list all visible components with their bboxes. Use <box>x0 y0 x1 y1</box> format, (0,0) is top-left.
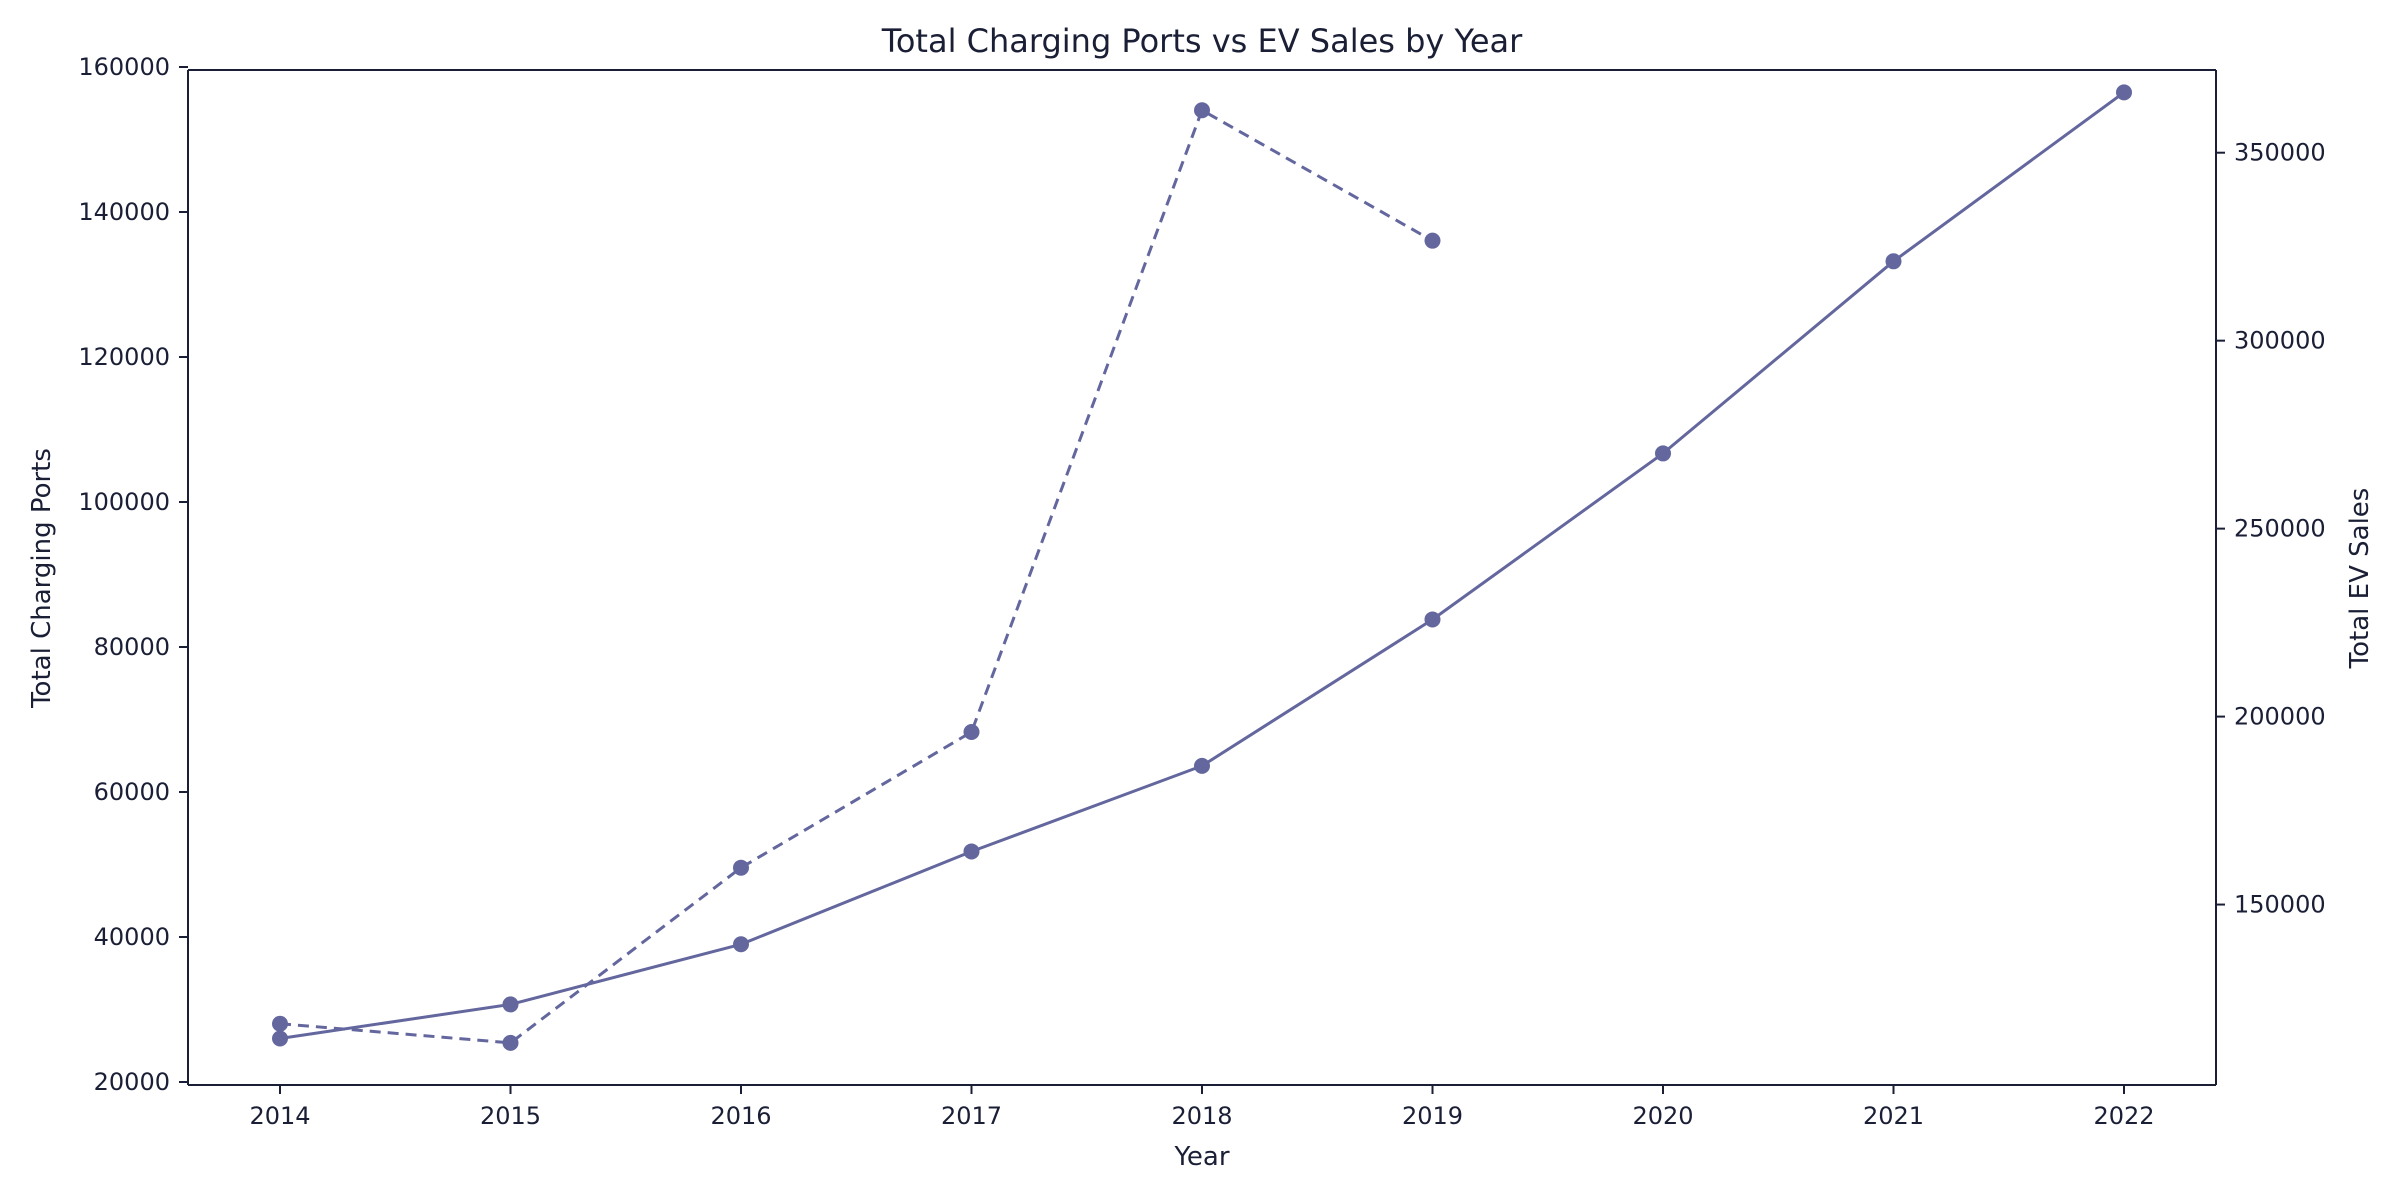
left-y-tick-label: 100000 <box>78 488 170 516</box>
charging-ports-point <box>963 843 980 860</box>
x-tick-label: 2015 <box>480 1102 541 1130</box>
right-y-tick-label: 200000 <box>2234 703 2326 731</box>
left-y-tick-label: 60000 <box>94 778 170 806</box>
x-tick-label: 2021 <box>1863 1102 1924 1130</box>
left-y-tick-label: 40000 <box>94 923 170 951</box>
x-tick-label: 2016 <box>710 1102 771 1130</box>
right-y-tick-label: 350000 <box>2234 139 2326 167</box>
left-y-axis-title: Total Charging Ports <box>27 448 57 709</box>
charging-ports-point <box>2116 84 2132 101</box>
ev-sales-point <box>1194 102 1210 119</box>
x-tick-label: 2022 <box>2093 1102 2154 1130</box>
ev-sales-point <box>272 1015 288 1032</box>
charging-ports-point <box>1885 253 1902 270</box>
ev-sales-point <box>963 724 980 741</box>
charging-ports-point <box>733 936 749 953</box>
plot-area: 2014 2015 2016 2017 2018 2019 2020 2021 2022 2000… <box>78 53 2325 1130</box>
left-y-tick-label: 140000 <box>78 198 170 226</box>
x-axis-title: Year <box>1173 1142 1229 1172</box>
charging-ports-point <box>502 996 519 1013</box>
charging-ports-point <box>272 1030 288 1047</box>
charging-ports-point <box>1655 445 1671 462</box>
charging-ports-point <box>1194 757 1210 774</box>
left-y-tick-label: 20000 <box>94 1068 170 1096</box>
chart-title: Total Charging Ports vs EV Sales by Year <box>881 22 1523 60</box>
x-tick-label: 2019 <box>1402 1102 1463 1130</box>
left-y-tick-label: 80000 <box>94 633 170 661</box>
right-y-axis-title: Total EV Sales <box>2345 488 2375 670</box>
x-tick-label: 2020 <box>1632 1102 1693 1130</box>
ev-sales-point <box>733 859 749 876</box>
left-y-tick-label: 120000 <box>78 343 170 371</box>
charging-ports-series-line <box>279 91 2125 1040</box>
ev-sales-point <box>502 1034 519 1051</box>
right-y-tick-label: 150000 <box>2234 891 2326 919</box>
x-tick-label: 2018 <box>1171 1102 1232 1130</box>
x-tick-label: 2017 <box>941 1102 1002 1130</box>
ev-sales-series-line <box>279 108 1434 1045</box>
x-tick-label: 2014 <box>249 1102 310 1130</box>
ev-sales-point <box>1424 232 1441 249</box>
right-y-tick-label: 250000 <box>2234 515 2326 543</box>
right-y-tick-label: 300000 <box>2234 327 2326 355</box>
charging-ports-point <box>1424 611 1441 628</box>
left-y-tick-label: 160000 <box>78 53 170 81</box>
